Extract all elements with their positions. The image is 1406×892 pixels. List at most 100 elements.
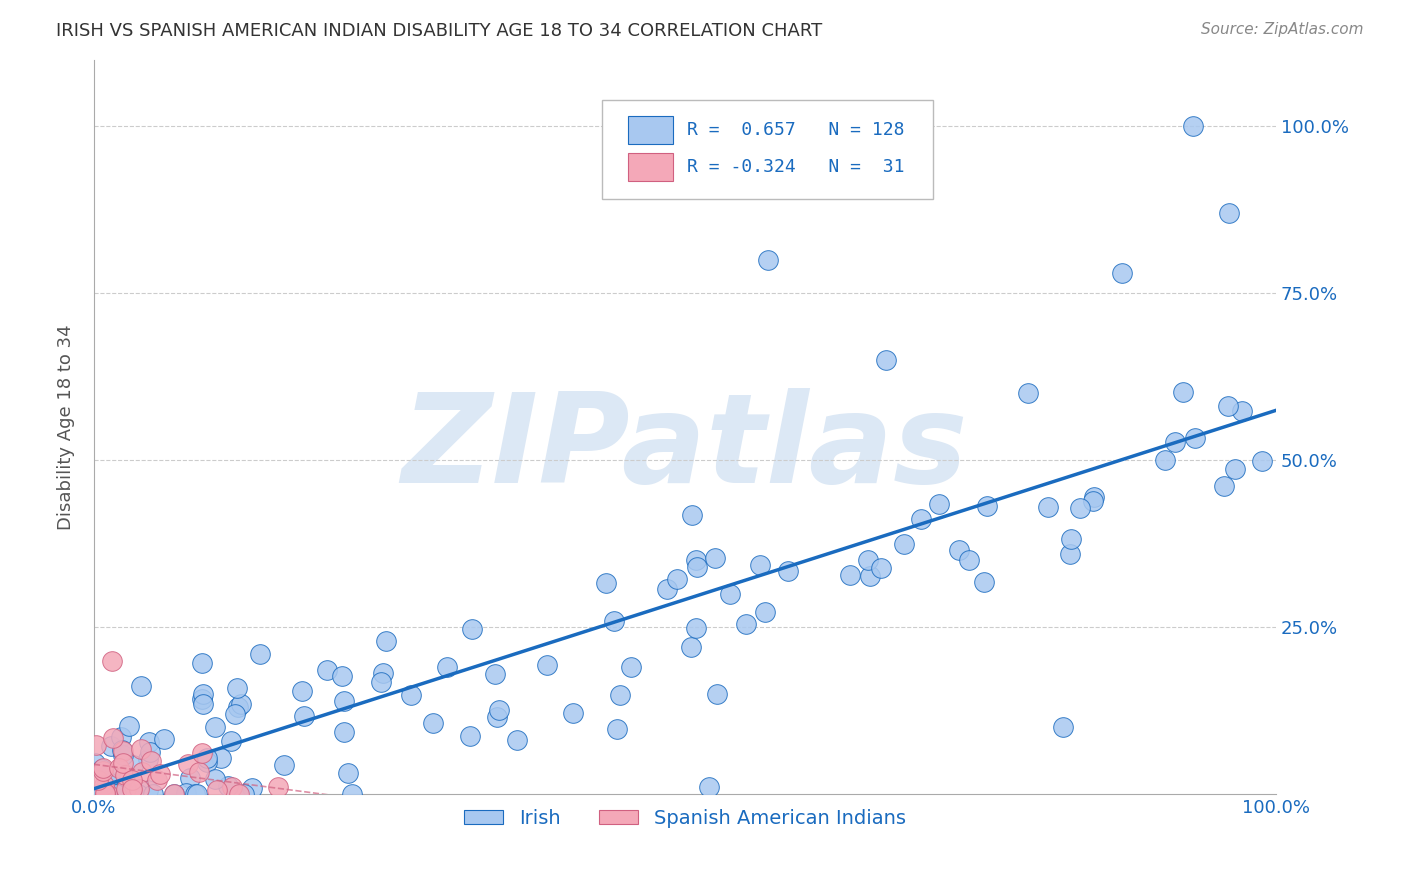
Bar bbox=[628, 153, 673, 181]
Point bbox=[87, 787, 110, 801]
Legend: Irish, Spanish American Indians: Irish, Spanish American Indians bbox=[457, 801, 914, 836]
Point bbox=[91, 761, 114, 775]
Point bbox=[609, 688, 631, 702]
Point bbox=[96, 773, 118, 788]
Point bbox=[749, 558, 772, 572]
Point bbox=[121, 773, 143, 788]
Point bbox=[115, 781, 138, 796]
Text: Source: ZipAtlas.com: Source: ZipAtlas.com bbox=[1201, 22, 1364, 37]
Point bbox=[666, 572, 689, 586]
Point bbox=[110, 730, 132, 744]
Point bbox=[191, 686, 214, 700]
Point bbox=[131, 679, 153, 693]
Point bbox=[267, 780, 290, 794]
Point bbox=[204, 720, 226, 734]
Point bbox=[1036, 500, 1059, 514]
Point bbox=[163, 787, 186, 801]
Point bbox=[193, 697, 215, 711]
Point bbox=[191, 746, 214, 760]
Point bbox=[127, 787, 149, 801]
Point bbox=[139, 745, 162, 759]
Point bbox=[87, 773, 110, 788]
Point bbox=[84, 738, 107, 752]
Y-axis label: Disability Age 18 to 34: Disability Age 18 to 34 bbox=[58, 324, 75, 530]
Point bbox=[679, 640, 702, 654]
Point bbox=[1060, 533, 1083, 547]
Point bbox=[142, 787, 165, 801]
Point bbox=[110, 787, 132, 801]
Point bbox=[91, 764, 114, 778]
Point bbox=[370, 674, 392, 689]
Point bbox=[105, 786, 128, 800]
Point bbox=[84, 756, 107, 771]
Point bbox=[686, 559, 709, 574]
Point bbox=[179, 771, 201, 785]
Point bbox=[973, 575, 995, 590]
Point bbox=[371, 665, 394, 680]
Point bbox=[111, 756, 134, 770]
Point bbox=[893, 536, 915, 550]
Point bbox=[685, 553, 707, 567]
Point bbox=[90, 762, 112, 776]
Point bbox=[93, 779, 115, 793]
Point bbox=[488, 703, 510, 717]
Point bbox=[204, 772, 226, 786]
Point bbox=[232, 787, 254, 801]
Point bbox=[273, 758, 295, 772]
Point bbox=[1173, 384, 1195, 399]
Point bbox=[101, 731, 124, 746]
Point bbox=[186, 787, 208, 801]
Point bbox=[195, 755, 218, 769]
Point bbox=[104, 787, 127, 801]
Point bbox=[108, 761, 131, 775]
Point bbox=[375, 634, 398, 648]
Point bbox=[1230, 404, 1253, 418]
Point bbox=[506, 732, 529, 747]
Point bbox=[342, 787, 364, 801]
Point bbox=[754, 605, 776, 619]
Point bbox=[1216, 399, 1239, 413]
Point bbox=[756, 252, 779, 267]
Point bbox=[1225, 461, 1247, 475]
Point bbox=[153, 731, 176, 746]
Point bbox=[114, 767, 136, 781]
Point bbox=[98, 768, 121, 782]
Point bbox=[217, 779, 239, 793]
Point bbox=[620, 659, 643, 673]
Point bbox=[138, 735, 160, 749]
Point bbox=[333, 694, 356, 708]
Point bbox=[174, 786, 197, 800]
Point bbox=[1017, 386, 1039, 401]
Point bbox=[141, 755, 163, 769]
Point bbox=[291, 683, 314, 698]
Point bbox=[122, 758, 145, 772]
Point bbox=[146, 772, 169, 787]
Point bbox=[191, 692, 214, 706]
Text: R =  0.657   N = 128: R = 0.657 N = 128 bbox=[688, 121, 905, 139]
Point bbox=[136, 782, 159, 797]
Point bbox=[111, 747, 134, 762]
Point bbox=[536, 657, 558, 672]
Point bbox=[136, 752, 159, 766]
Point bbox=[957, 553, 980, 567]
Point bbox=[100, 739, 122, 753]
Point bbox=[228, 787, 250, 801]
Point bbox=[292, 709, 315, 723]
Point bbox=[718, 587, 741, 601]
Point bbox=[112, 744, 135, 758]
Point bbox=[657, 582, 679, 596]
Point bbox=[96, 786, 118, 800]
Point bbox=[436, 660, 458, 674]
Point bbox=[226, 700, 249, 714]
Point bbox=[1154, 452, 1177, 467]
Point bbox=[1081, 494, 1104, 508]
Point bbox=[870, 560, 893, 574]
Point bbox=[104, 787, 127, 801]
Point bbox=[1218, 206, 1240, 220]
Point bbox=[486, 710, 509, 724]
Point bbox=[205, 782, 228, 797]
Point bbox=[1251, 454, 1274, 468]
Point bbox=[1069, 501, 1091, 516]
Text: IRISH VS SPANISH AMERICAN INDIAN DISABILITY AGE 18 TO 34 CORRELATION CHART: IRISH VS SPANISH AMERICAN INDIAN DISABIL… bbox=[56, 22, 823, 40]
Point bbox=[315, 663, 337, 677]
